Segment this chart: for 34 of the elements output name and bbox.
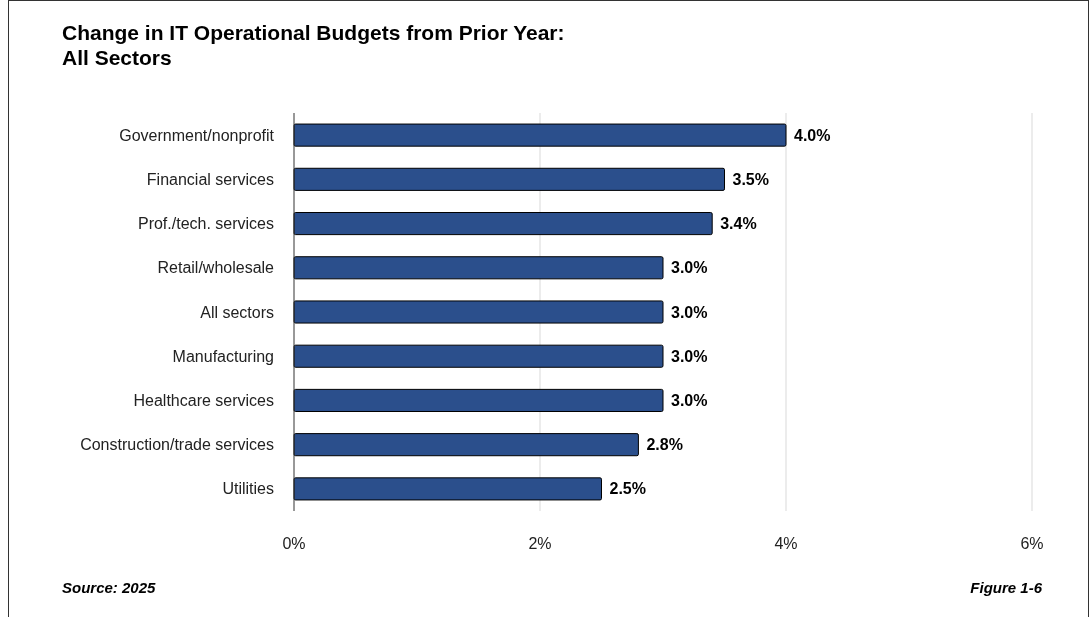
data-label: 3.0%	[671, 303, 708, 321]
bar	[293, 300, 664, 324]
bar	[293, 212, 713, 236]
y-tick-label: Healthcare services	[133, 392, 274, 410]
y-tick-label: All sectors	[200, 303, 274, 321]
y-tick-label: Government/nonprofit	[119, 126, 275, 144]
x-tick-label: 2%	[528, 535, 552, 552]
data-label: 3.0%	[671, 392, 708, 410]
data-label: 3.0%	[671, 259, 708, 277]
data-label: 3.5%	[732, 170, 769, 188]
y-tick-label: Construction/trade services	[80, 436, 274, 454]
chart-title: Change in IT Operational Budgets from Prior Year: All Sectors	[62, 21, 565, 69]
bar	[293, 433, 639, 457]
data-label: 4.0%	[794, 126, 831, 144]
x-tick-label: 4%	[774, 535, 798, 552]
data-label: 3.4%	[720, 215, 757, 233]
x-tick-label: 0%	[282, 535, 306, 552]
bar	[293, 167, 725, 191]
bar	[293, 388, 664, 412]
bar	[293, 123, 787, 147]
data-label: 2.5%	[609, 480, 646, 498]
y-tick-label: Prof./tech. services	[137, 215, 274, 233]
y-tick-label: Utilities	[222, 480, 274, 498]
y-tick-label: Retail/wholesale	[157, 259, 275, 277]
bar	[293, 477, 602, 501]
source-note: Source: 2025	[62, 579, 157, 596]
bar	[293, 344, 664, 368]
x-tick-label: 6%	[1020, 535, 1044, 552]
y-tick-label: Manufacturing	[172, 347, 274, 365]
data-label: 3.0%	[671, 347, 708, 365]
caption: Figure 1-6	[970, 579, 1043, 596]
y-tick-label: Financial services	[146, 170, 274, 188]
data-label: 2.8%	[646, 436, 683, 454]
bar	[293, 256, 664, 280]
